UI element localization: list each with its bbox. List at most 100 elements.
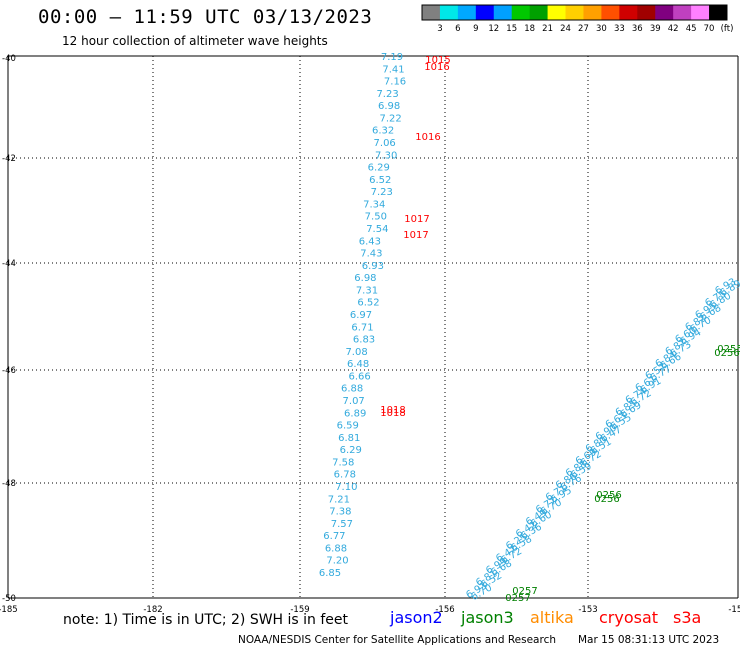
colorbar-tick-label: 70 — [704, 24, 715, 34]
colorbar-tick-label: 24 — [560, 24, 571, 34]
legend-s3a: s3a — [673, 608, 702, 627]
colorbar-swatch — [565, 5, 584, 20]
colorbar-tick-label: 27 — [578, 24, 589, 34]
wave-height-label: 7.30 — [375, 150, 397, 161]
wave-height-label: 7.21 — [328, 494, 350, 505]
colorbar-tick-label: 3 — [437, 24, 442, 34]
wave-height-label: 6.77 — [323, 531, 345, 542]
wave-height-label: 7.43 — [360, 249, 382, 260]
wave-height-label: 7.41 — [382, 64, 404, 75]
colorbar-swatch — [619, 5, 638, 20]
colorbar-swatch — [691, 5, 710, 20]
latitude-label: -44 — [2, 259, 16, 269]
wave-height-label: 7.08 — [345, 347, 367, 358]
wave-height-label: 7.19 — [381, 52, 403, 63]
colorbar-tick-label: 12 — [488, 24, 499, 34]
colorbar-swatch — [709, 5, 728, 20]
wave-height-label: 7.06 — [374, 138, 396, 149]
colorbar-tick-label: 36 — [632, 24, 643, 34]
latitude-label: -40 — [2, 54, 16, 64]
colorbar-swatch — [493, 5, 513, 20]
wave-height-label: 6.98 — [378, 101, 400, 112]
colorbar-swatch — [511, 5, 531, 20]
colorbar-unit-label: (ft) — [721, 24, 734, 34]
colorbar-tick-label: 45 — [686, 24, 697, 34]
wave-height-label: 6.85 — [319, 568, 341, 579]
colorbar-swatch — [475, 5, 495, 20]
generated-timestamp: Mar 15 08:31:13 UTC 2023 — [578, 634, 720, 646]
colorbar-tick-label: 18 — [524, 24, 535, 34]
longitude-label: -159 — [290, 605, 309, 615]
colorbar-swatch — [529, 5, 549, 20]
colorbar-tick-label: 6 — [455, 24, 460, 34]
wave-height-label: 6.81 — [338, 433, 360, 444]
wave-height-label: 6.29 — [368, 163, 390, 174]
colorbar-swatch — [637, 5, 656, 20]
colorbar: 3 6 9 12 15 18 21 24 27 30 33 36 39 42 45 70 (ft) — [421, 4, 734, 34]
altimeter-track-2: 6.936.706.816.526.996.686.476.726.256.58… — [464, 277, 740, 604]
legend-jason2: jason2 — [390, 608, 443, 627]
colorbar-swatch — [583, 5, 602, 20]
wave-height-label: 6.52 — [369, 175, 391, 186]
latitude-label: -42 — [2, 154, 16, 164]
wave-height-label: 6.98 — [354, 273, 376, 284]
legend-jason3: jason3 — [461, 608, 514, 627]
axis-labels: -40 -42 -44 -46 -48 -50-185 -182 -159 -156 -153 -1… — [0, 54, 740, 615]
wave-height-label: 6.29 — [340, 445, 362, 456]
wave-height-label: 6.52 — [357, 298, 379, 309]
wave-height-label: 7.16 — [384, 77, 406, 88]
longitude-label: -150 — [728, 605, 740, 615]
latitude-label: -46 — [2, 366, 16, 376]
colorbar-tick-label: 15 — [506, 24, 517, 34]
footer-note: note: 1) Time is in UTC; 2) SWH is in fe… — [63, 612, 349, 628]
map-grid — [8, 56, 738, 598]
latitude-label: -50 — [2, 594, 16, 604]
colorbar-tick-label: 42 — [668, 24, 679, 34]
legend-cryosat: cryosat — [599, 608, 659, 627]
wave-height-label: 7.23 — [371, 187, 393, 198]
colorbar-swatch — [439, 5, 459, 20]
wave-height-label: 7.54 — [366, 224, 388, 235]
wave-height-label: 6.89 — [344, 408, 366, 419]
pass-time-label: 1016 — [424, 62, 449, 73]
pass-time-label: 0256 — [594, 494, 619, 505]
pass-time-label: 1015 — [425, 55, 450, 66]
colorbar-swatch — [457, 5, 477, 20]
pass-time-label: 0255 — [717, 344, 740, 355]
longitude-label: -182 — [143, 605, 162, 615]
colorbar-swatch — [601, 5, 620, 20]
pass-time-label: 1018 — [380, 405, 405, 416]
wave-height-label: 7.23 — [376, 89, 398, 100]
wave-height-label: 7.57 — [331, 519, 353, 530]
pass-time-label: 0257 — [505, 593, 530, 604]
wave-height-label: 6.88 — [341, 384, 363, 395]
wave-height-label: 6.93 — [362, 261, 384, 272]
colorbar-swatch — [547, 5, 567, 20]
wave-height-label: 6.59 — [337, 421, 359, 432]
pass-time-label: 1017 — [403, 230, 428, 241]
longitude-label: -156 — [435, 605, 454, 615]
wave-height-label: 7.31 — [356, 285, 378, 296]
colorbar-tick-label: 9 — [473, 24, 478, 34]
wave-height-label: 7.07 — [343, 396, 365, 407]
pass-time-label: 0256 — [714, 348, 739, 359]
colorbar-swatch — [673, 5, 692, 20]
wave-height-label: 7.10 — [335, 482, 357, 493]
wave-height-label: 6.88 — [325, 543, 347, 554]
altimeter-track-1: 7.197.417.167.236.987.226.327.067.306.29… — [319, 52, 451, 579]
colorbar-tick-label: 39 — [650, 24, 661, 34]
wave-height-label: 6.43 — [359, 236, 381, 247]
credit-text: NOAA/NESDIS Center for Satellite Applica… — [238, 634, 556, 646]
latitude-label: -48 — [2, 479, 16, 489]
wave-height-label: 6.78 — [334, 470, 356, 481]
pass-time-label: 0256 — [596, 490, 621, 501]
wave-height-label: 7.38 — [329, 507, 351, 518]
map-frame — [7, 55, 739, 599]
wave-height-label: 7.20 — [326, 556, 348, 567]
wave-height-label: 7.22 — [379, 113, 401, 124]
colorbar-tick-label: 33 — [614, 24, 625, 34]
wave-height-label: 6.48 — [347, 359, 369, 370]
wave-height-label: 6.97 — [350, 310, 372, 321]
page-subtitle: 12 hour collection of altimeter wave hei… — [62, 34, 328, 48]
